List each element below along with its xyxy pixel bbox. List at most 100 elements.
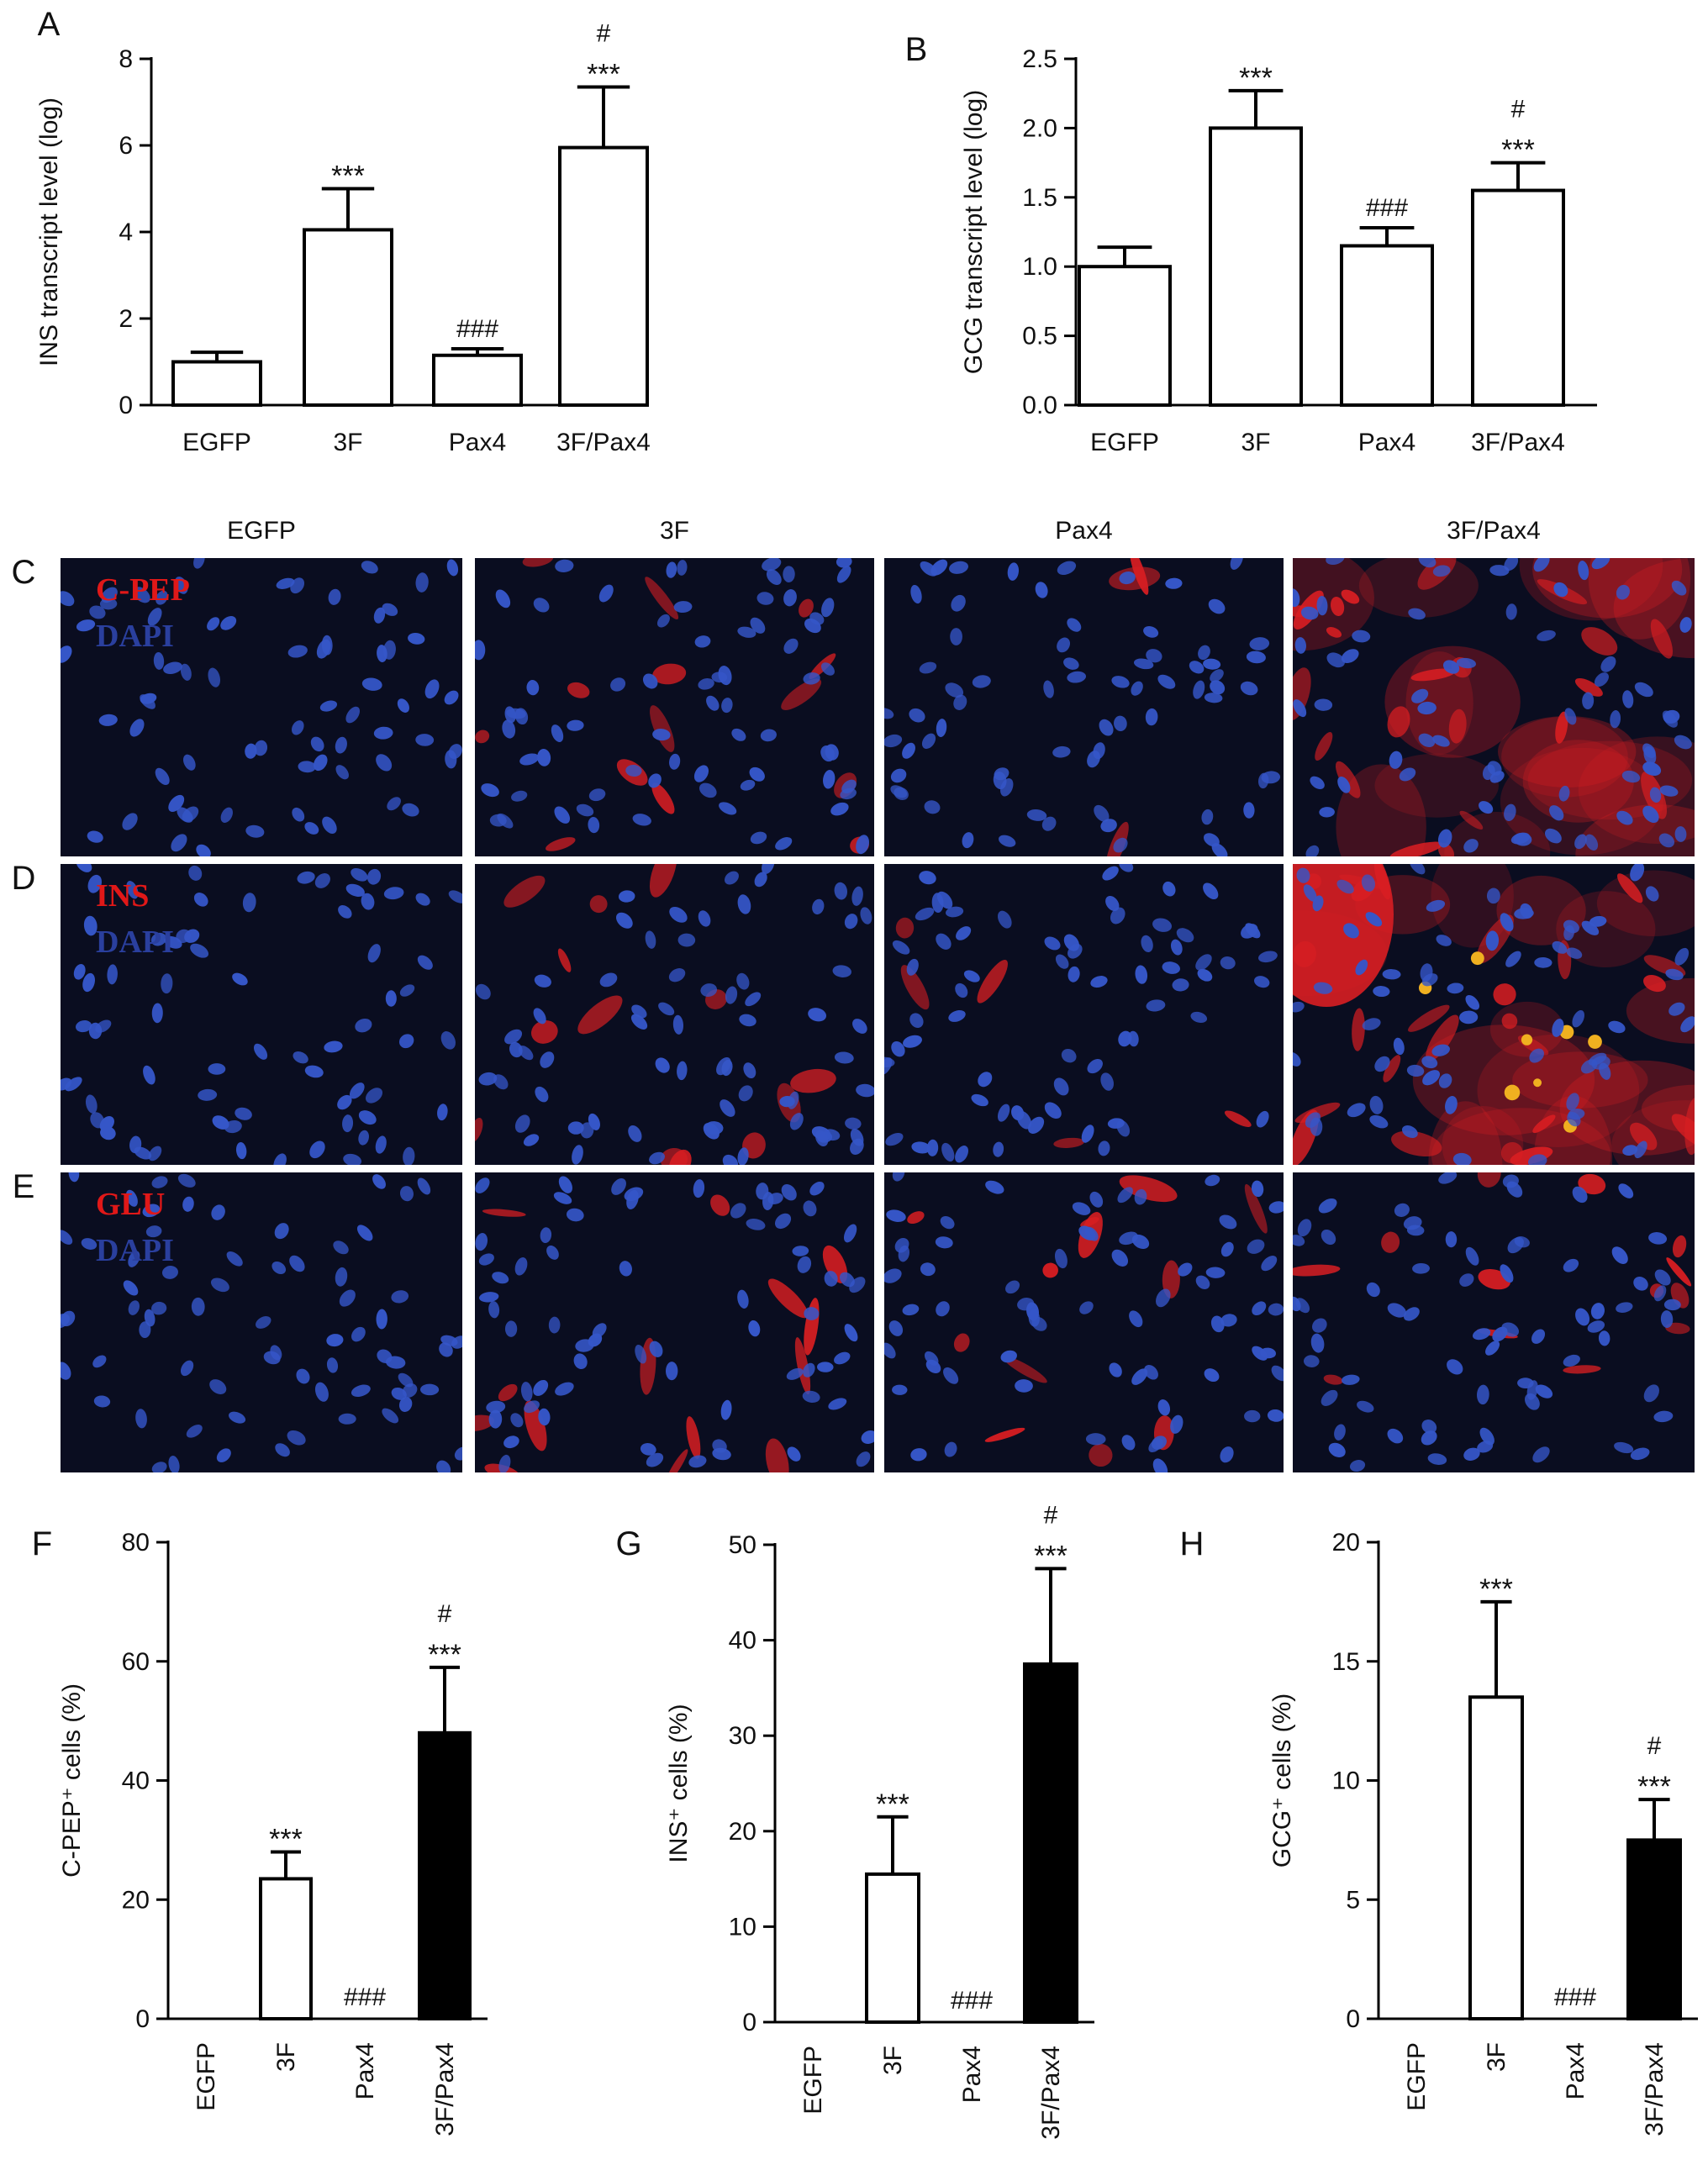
nucleus [1220, 1314, 1237, 1327]
nucleus [147, 608, 162, 626]
nucleus [504, 1029, 523, 1045]
nucleus [398, 1397, 413, 1412]
nucleus [535, 1086, 549, 1103]
nucleus [658, 1002, 675, 1016]
nucleus [1436, 935, 1452, 946]
x-tick-label: 3F [272, 2042, 300, 2072]
nucleus [1337, 777, 1351, 793]
nucleus [888, 1320, 904, 1336]
nucleus [210, 1277, 229, 1293]
nucleus [526, 680, 540, 696]
nucleus [737, 626, 756, 638]
nucleus [338, 1413, 356, 1425]
nucleus [844, 914, 858, 930]
nucleus [1535, 1384, 1553, 1399]
nucleus [387, 797, 401, 811]
nucleus [1052, 745, 1071, 758]
nucleus [296, 1368, 310, 1384]
nucleus [151, 1176, 168, 1188]
stained-cell [1326, 627, 1342, 638]
significance-marker: *** [1501, 134, 1535, 166]
nucleus [293, 1051, 308, 1064]
nucleus [314, 1382, 329, 1402]
nucleus [1393, 1037, 1405, 1056]
nucleus [107, 964, 118, 985]
micrograph-c-2 [475, 558, 874, 856]
nucleus [1293, 588, 1300, 608]
nucleus [424, 679, 440, 699]
nucleus [1336, 879, 1354, 894]
nucleus [1294, 637, 1306, 654]
nucleus [978, 1072, 993, 1088]
nucleus [87, 830, 103, 843]
nucleus [940, 1216, 955, 1230]
nucleus [1195, 954, 1212, 971]
nucleus [186, 1425, 203, 1438]
nucleus [669, 753, 681, 770]
nucleus [440, 1031, 456, 1050]
nucleus [519, 753, 540, 766]
x-tick-label: EGFP [1403, 2042, 1431, 2111]
nucleus [514, 708, 529, 725]
nucleus [1671, 580, 1687, 596]
nucleus [361, 677, 382, 691]
x-tick-label: 3F/Pax4 [1641, 2042, 1668, 2136]
nucleus [1079, 1301, 1094, 1314]
nucleus [1117, 1187, 1133, 1204]
nucleus [402, 1383, 418, 1398]
nucleus [180, 663, 192, 681]
nucleus [1505, 951, 1521, 967]
nucleus [382, 603, 398, 616]
y-tick-label: 20 [1332, 1529, 1360, 1557]
micrograph-content [884, 558, 1281, 856]
nucleus [533, 1008, 546, 1025]
nucleus [436, 1460, 451, 1472]
nucleus [1352, 629, 1371, 643]
nucleus [1642, 761, 1662, 777]
nucleus [891, 1041, 905, 1057]
nucleus [385, 1356, 406, 1369]
nucleus [721, 1059, 733, 1077]
significance-marker: ### [951, 1987, 993, 2015]
nucleus [1563, 919, 1579, 934]
nucleus [229, 1411, 246, 1424]
nucleus [224, 1119, 242, 1134]
nucleus [931, 893, 944, 914]
nucleus [1588, 1052, 1607, 1066]
nucleus [1143, 625, 1159, 638]
nucleus [188, 865, 203, 881]
nucleus [355, 1018, 372, 1033]
nucleus [1068, 943, 1083, 959]
nucleus [488, 1301, 500, 1319]
stained-cell [652, 663, 687, 685]
y-tick-label: 10 [729, 1913, 756, 1941]
nucleus [1326, 652, 1346, 668]
x-tick-label: EGFP [799, 2046, 827, 2115]
stained-cell [900, 965, 930, 1010]
stained-cell [1383, 1055, 1401, 1082]
nucleus [762, 864, 775, 874]
nucleus [646, 1452, 664, 1467]
x-tick-label: Pax4 [1562, 2042, 1589, 2099]
nucleus [1119, 571, 1136, 585]
nucleus [155, 767, 170, 786]
column-header-3f: 3F [660, 517, 689, 545]
x-tick-label: 3F [333, 429, 362, 456]
nucleus [1645, 886, 1659, 902]
micrograph-e-4 [1293, 1172, 1695, 1472]
nucleus [774, 1213, 792, 1230]
nucleus [328, 588, 341, 605]
stained-cell [765, 1438, 789, 1472]
nucleus [834, 882, 848, 900]
nucleus [514, 1114, 530, 1133]
nucleus [76, 619, 96, 632]
nucleus [648, 773, 662, 788]
nucleus [123, 1280, 139, 1296]
nucleus [402, 803, 419, 817]
chart-panel-h: H 0 5 10 15 20 GCG⁺ cells (%) EGFP *** 3F ### Pax4 *… [1180, 1525, 1698, 2136]
nucleus [1558, 785, 1570, 802]
nucleus [254, 740, 268, 756]
nucleus [911, 1141, 930, 1154]
stained-cell [1477, 1172, 1501, 1188]
micrograph-content [884, 1172, 1284, 1472]
